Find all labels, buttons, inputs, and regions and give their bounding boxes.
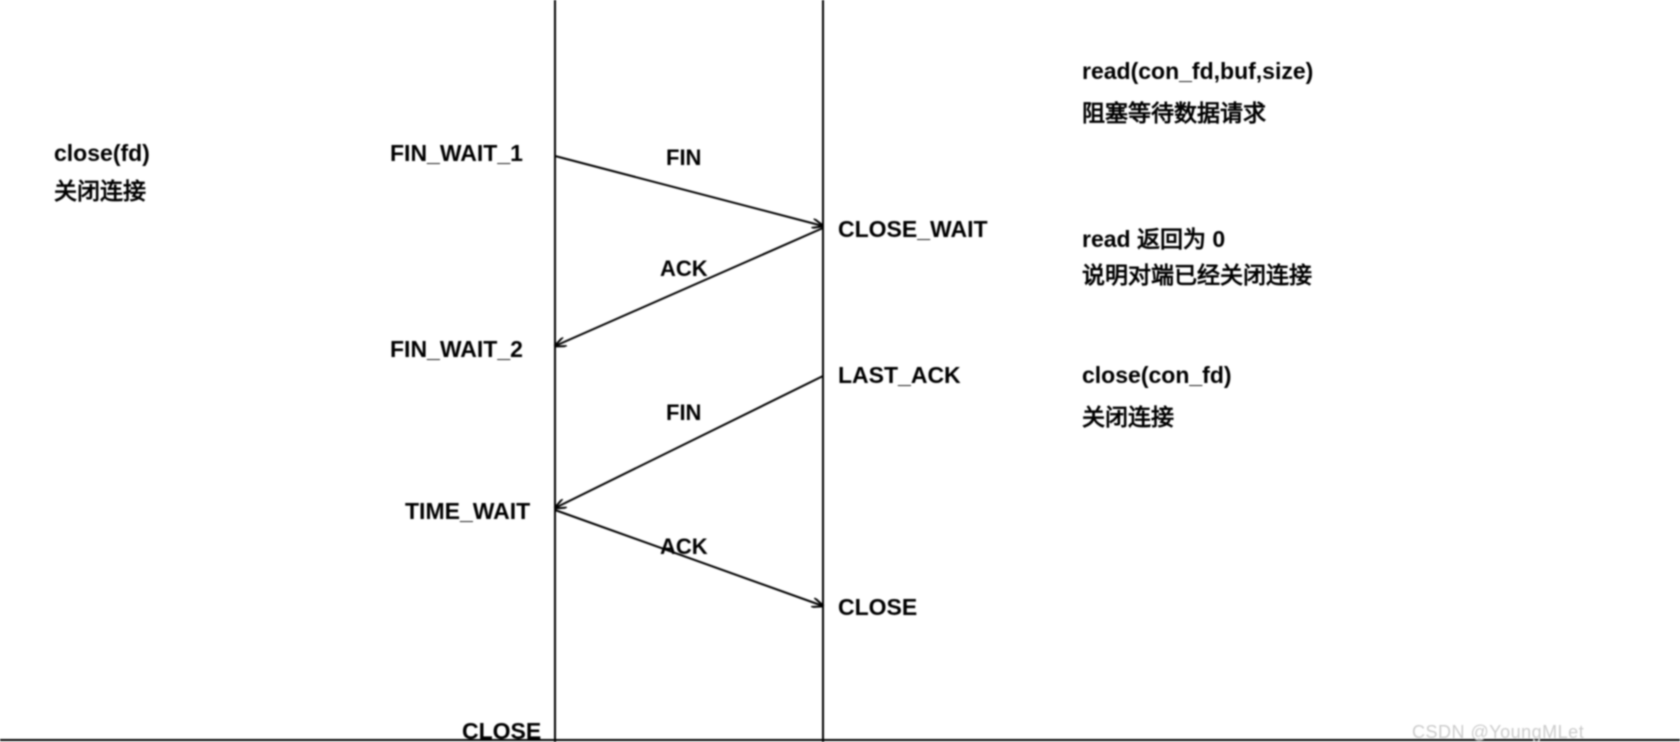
msg-arrow-2 (555, 376, 823, 508)
right-caption-3-line2: 关闭连接 (1082, 398, 1174, 432)
client-state-fin-wait-2: FIN_WAIT_2 (390, 336, 523, 363)
client-state-fin-wait-1: FIN_WAIT_1 (390, 140, 523, 167)
watermark-text: CSDN @YoungMLet (1412, 722, 1584, 742)
msg-label-ack-1: ACK (660, 256, 708, 282)
server-state-last-ack: LAST_ACK (838, 362, 961, 389)
right-caption-2-line2: 说明对端已经关闭连接 (1082, 256, 1312, 290)
right-caption-1-line2: 阻塞等待数据请求 (1082, 94, 1266, 128)
msg-label-ack-2: ACK (660, 534, 708, 560)
right-caption-1-line1: read(con_fd,buf,size) (1082, 58, 1313, 85)
left-caption-line1: close(fd) (54, 140, 150, 167)
msg-arrow-1 (555, 228, 823, 346)
server-state-close-wait: CLOSE_WAIT (838, 216, 988, 243)
msg-label-fin-2: FIN (666, 400, 701, 426)
client-state-close: CLOSE (462, 718, 541, 742)
server-state-close: CLOSE (838, 594, 917, 621)
client-state-time-wait: TIME_WAIT (405, 498, 530, 525)
left-caption-line2: 关闭连接 (54, 172, 146, 206)
msg-label-fin-1: FIN (666, 145, 701, 171)
right-caption-2-line1: read 返回为 0 (1082, 220, 1225, 254)
diagram-stage: close(fd) 关闭连接 FIN_WAIT_1 FIN_WAIT_2 TIM… (0, 0, 1680, 742)
right-caption-3-line1: close(con_fd) (1082, 362, 1232, 389)
